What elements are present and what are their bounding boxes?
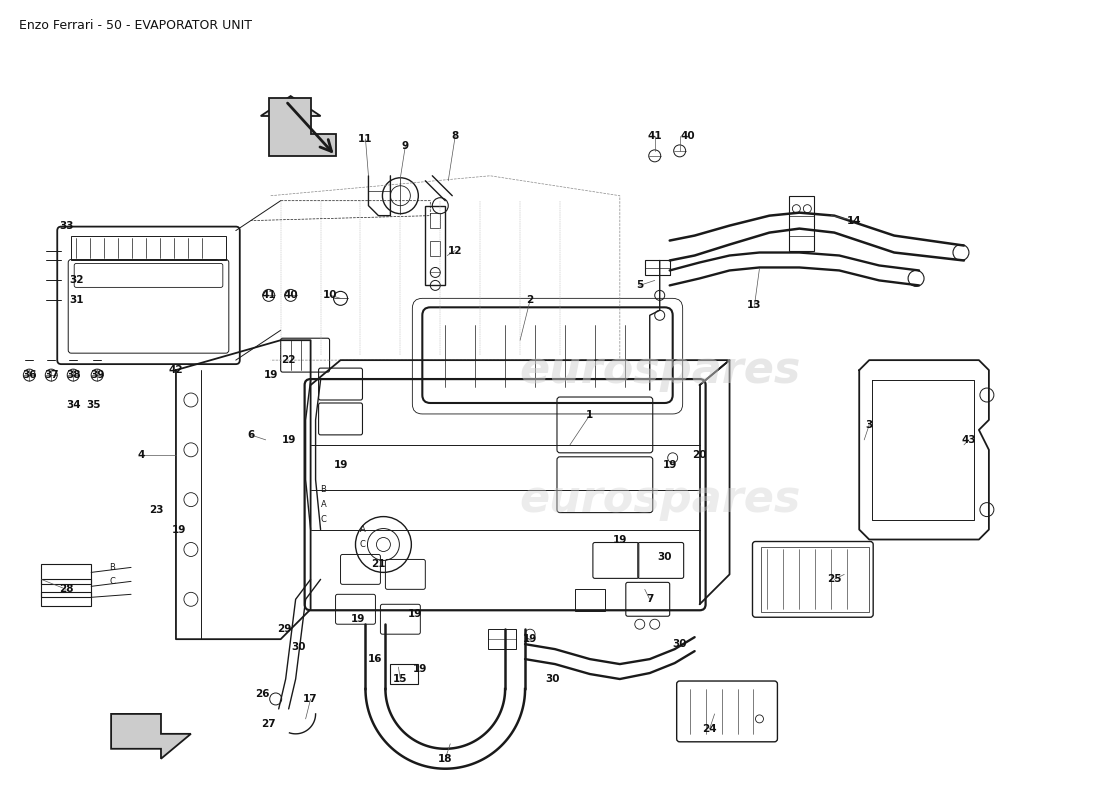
Text: 25: 25: [827, 574, 842, 584]
Text: 19: 19: [351, 614, 365, 624]
Text: 18: 18: [438, 754, 452, 764]
Text: 21: 21: [371, 559, 386, 570]
Text: 2: 2: [527, 295, 534, 306]
Bar: [790, 196, 814, 250]
Text: 30: 30: [658, 553, 672, 562]
Text: 43: 43: [961, 435, 977, 445]
Text: 19: 19: [522, 634, 537, 644]
Text: 36: 36: [22, 370, 36, 380]
Text: 35: 35: [86, 400, 100, 410]
Bar: [645, 261, 670, 275]
Text: 3: 3: [866, 420, 872, 430]
Text: 41: 41: [262, 290, 276, 300]
Text: 41: 41: [648, 131, 662, 141]
Text: 14: 14: [847, 216, 861, 226]
Text: 19: 19: [333, 460, 348, 470]
Text: C: C: [360, 540, 365, 549]
Text: 12: 12: [448, 246, 462, 255]
Text: 19: 19: [414, 664, 428, 674]
Text: 16: 16: [368, 654, 383, 664]
Text: 4: 4: [138, 450, 145, 460]
Text: 19: 19: [408, 610, 422, 619]
Bar: [426, 206, 446, 286]
Text: eurospares: eurospares: [519, 478, 801, 521]
Bar: [430, 241, 440, 255]
Text: 33: 33: [59, 221, 74, 230]
Bar: [430, 213, 440, 228]
Text: 31: 31: [69, 295, 84, 306]
Text: 26: 26: [255, 689, 270, 699]
Text: 9: 9: [402, 141, 409, 151]
Bar: [42, 565, 91, 584]
Text: 10: 10: [323, 290, 338, 300]
Text: 15: 15: [393, 674, 408, 684]
Text: 24: 24: [702, 724, 717, 734]
Text: 7: 7: [646, 594, 653, 604]
Text: 27: 27: [262, 719, 276, 729]
Text: 34: 34: [66, 400, 80, 410]
Text: C: C: [109, 577, 116, 586]
Polygon shape: [111, 714, 191, 758]
Text: 19: 19: [264, 370, 278, 380]
Polygon shape: [268, 98, 336, 156]
Text: 11: 11: [359, 134, 373, 144]
Polygon shape: [261, 96, 320, 151]
Text: 29: 29: [277, 624, 292, 634]
Bar: [390, 664, 418, 684]
Text: 19: 19: [613, 534, 627, 545]
Text: Enzo Ferrari - 50 - EVAPORATOR UNIT: Enzo Ferrari - 50 - EVAPORATOR UNIT: [20, 19, 252, 32]
Text: 17: 17: [304, 694, 318, 704]
Text: 1: 1: [586, 410, 594, 420]
Text: 19: 19: [172, 525, 186, 534]
Text: 8: 8: [452, 131, 459, 141]
Text: 40: 40: [284, 290, 298, 300]
Text: 13: 13: [747, 300, 761, 310]
Bar: [42, 579, 91, 598]
Text: 19: 19: [662, 460, 676, 470]
Bar: [488, 630, 516, 649]
Bar: [761, 547, 869, 612]
Text: 42: 42: [168, 365, 184, 375]
Text: C: C: [320, 515, 327, 524]
Bar: [72, 235, 225, 261]
Text: eurospares: eurospares: [519, 349, 801, 392]
Text: 39: 39: [90, 370, 104, 380]
Text: 5: 5: [636, 280, 644, 290]
Text: 30: 30: [292, 642, 306, 652]
Text: 32: 32: [69, 275, 84, 286]
Text: 23: 23: [148, 505, 163, 514]
Bar: [575, 590, 605, 611]
Text: 20: 20: [692, 450, 707, 460]
Text: 22: 22: [282, 355, 296, 365]
Text: A: A: [360, 525, 365, 534]
Text: 37: 37: [44, 370, 58, 380]
Text: 38: 38: [66, 370, 80, 380]
Text: B: B: [109, 563, 116, 572]
Bar: [42, 592, 91, 606]
Text: 19: 19: [282, 435, 296, 445]
Text: A: A: [320, 500, 327, 509]
Text: 28: 28: [59, 584, 74, 594]
Text: 6: 6: [248, 430, 254, 440]
Text: 30: 30: [672, 639, 686, 649]
Text: B: B: [320, 485, 327, 494]
Text: 30: 30: [546, 674, 560, 684]
Text: 40: 40: [680, 131, 695, 141]
